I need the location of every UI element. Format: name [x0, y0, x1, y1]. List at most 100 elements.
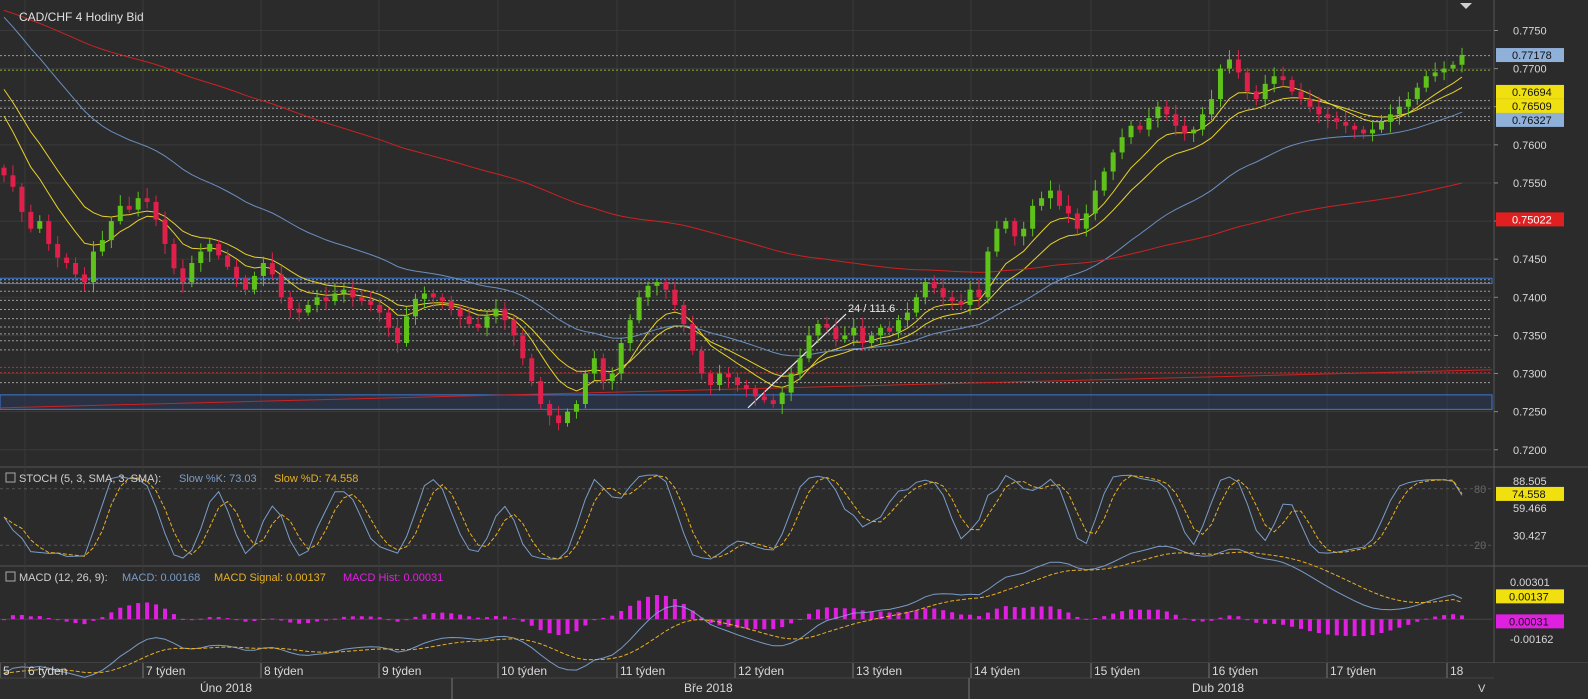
macd-hist-bar: [1120, 611, 1125, 620]
candle-body: [1450, 64, 1456, 69]
candle-body: [421, 293, 427, 299]
candle-body: [752, 388, 758, 397]
measure-annotation: 24 / 111.6: [848, 303, 895, 315]
macd-hist-bar: [207, 617, 212, 620]
stoch-tick-label: 30.427: [1513, 530, 1547, 542]
macd-tag-label: 0.00031: [1509, 616, 1549, 628]
stoch-d-label: Slow %D: 74.558: [274, 473, 358, 485]
candle-body: [117, 205, 123, 222]
macd-hist-bar: [1236, 616, 1241, 620]
macd-toggle-checkbox[interactable]: [5, 571, 16, 582]
candle-body: [949, 297, 955, 302]
candle-body: [1209, 99, 1215, 115]
macd-hist-bar: [127, 605, 132, 620]
candle-body: [395, 327, 401, 344]
candle-body: [931, 282, 937, 289]
candle-body: [484, 316, 490, 328]
candle-body: [1387, 114, 1393, 122]
macd-hist-bar: [377, 617, 382, 620]
candle-body: [1432, 72, 1438, 77]
stoch-tick-label: 59.466: [1513, 503, 1547, 515]
macd-hist-bar: [1039, 606, 1044, 620]
candle-body: [904, 312, 910, 321]
candle-body: [1414, 87, 1420, 100]
candle-body: [108, 221, 114, 241]
macd-hist-bar: [1084, 618, 1089, 620]
candle-body: [627, 320, 633, 344]
candle-body: [323, 297, 329, 302]
macd-lines: [2, 545, 1464, 678]
macd-hist-bar: [216, 617, 221, 620]
macd-hist-bar: [19, 614, 24, 620]
candle-body: [1146, 118, 1152, 130]
candle-body: [1405, 99, 1411, 107]
macd-hist-bar: [860, 610, 865, 620]
candle-body: [296, 308, 302, 313]
candle-body: [824, 323, 830, 328]
macd-hist-bar: [189, 619, 194, 621]
candle-body: [377, 304, 383, 313]
macd-hist-bar: [1048, 606, 1053, 620]
macd-hist-bar: [1191, 619, 1196, 622]
scroll-down-icon[interactable]: [1460, 3, 1472, 9]
month-label: Úno 2018: [200, 680, 252, 695]
candle-body: [1030, 205, 1036, 229]
macd-line: [3, 545, 1463, 678]
macd-hist-bar: [1460, 615, 1464, 620]
candle-body: [1074, 213, 1080, 229]
candle-body: [940, 288, 946, 298]
macd-hist-bar: [1442, 615, 1447, 620]
week-label: 8 týden: [264, 664, 303, 678]
candle-body: [412, 298, 418, 317]
candle-body: [1370, 129, 1376, 134]
macd-hist-bar: [261, 618, 266, 620]
candle-body: [368, 301, 374, 305]
macd-hist-bar: [833, 607, 838, 620]
stoch-k-line: [3, 474, 1463, 560]
macd-hist-bar: [1030, 606, 1035, 620]
macd-hist-bar: [610, 615, 615, 620]
candle-body: [1048, 190, 1054, 199]
macd-hist-bar: [601, 617, 606, 620]
candle-body: [1101, 171, 1107, 191]
macd-hist-bar: [1066, 612, 1071, 620]
candle-body: [565, 411, 571, 424]
candle-body: [967, 289, 973, 305]
candle-body: [448, 301, 454, 309]
macd-hist-bar: [815, 609, 820, 620]
macd-hist-bar: [1218, 617, 1223, 620]
candle-body: [64, 257, 70, 263]
candle-body: [73, 262, 79, 275]
candle-body: [690, 323, 696, 351]
resistance-zone: [0, 277, 1493, 285]
candle-body: [600, 358, 606, 382]
macd-hist-bar: [1343, 619, 1348, 636]
candle-body: [225, 255, 231, 267]
macd-tag-label: 0.00137: [1509, 591, 1549, 603]
candle-body: [350, 289, 356, 298]
macd-hist-bar: [91, 619, 96, 621]
candle-body: [1334, 118, 1340, 122]
price-tick-label: 0.7400: [1513, 292, 1547, 304]
macd-hist-bar: [905, 611, 910, 620]
macd-hist-bar: [171, 614, 176, 620]
macd-hist-bar: [1370, 619, 1375, 636]
macd-tag-box: [1496, 589, 1564, 604]
stoch-toggle-checkbox[interactable]: [5, 472, 16, 483]
candle-body: [46, 221, 52, 244]
stoch-tick-label: 88.505: [1513, 476, 1547, 488]
macd-hist-bar: [646, 596, 651, 620]
candle-body: [126, 205, 132, 210]
macd-hist-bar: [145, 602, 150, 620]
macd-hist-bar: [878, 611, 883, 620]
macd-hist-bar: [520, 619, 525, 622]
candle-body: [761, 396, 767, 401]
candle-body: [1289, 80, 1295, 92]
candle-body: [842, 335, 848, 340]
macd-hist-bar: [1263, 619, 1268, 624]
stoch-level-label: 20: [1474, 540, 1486, 552]
macd-hist-bar: [279, 619, 284, 621]
candle-body: [618, 343, 624, 374]
candle-body: [162, 219, 168, 244]
